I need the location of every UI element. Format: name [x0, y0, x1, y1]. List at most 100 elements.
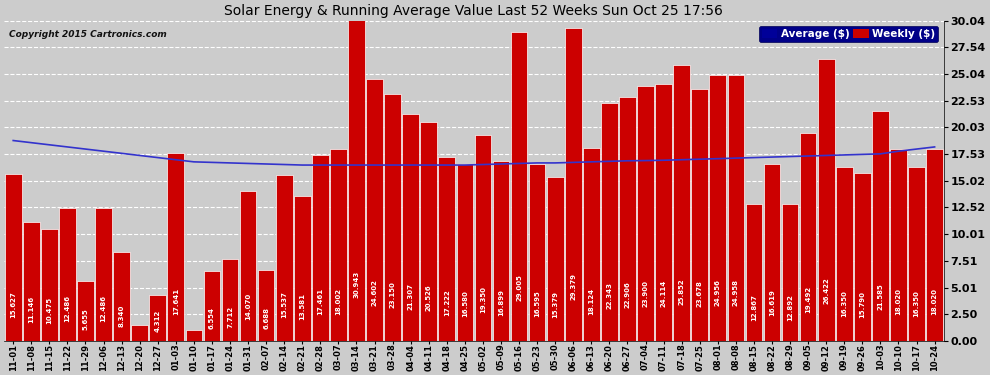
Text: 22.906: 22.906	[625, 282, 631, 308]
Bar	[5, 174, 22, 341]
Bar	[872, 111, 889, 341]
Text: 13.581: 13.581	[299, 293, 305, 320]
Text: 24.956: 24.956	[715, 279, 721, 306]
Bar	[23, 222, 40, 341]
Bar	[113, 252, 130, 341]
Text: 15.537: 15.537	[281, 291, 287, 318]
Bar	[546, 177, 563, 341]
Bar	[836, 166, 852, 341]
Text: 29.005: 29.005	[516, 274, 522, 301]
Bar	[529, 164, 545, 341]
Text: 15.627: 15.627	[10, 291, 16, 318]
Bar	[890, 149, 907, 341]
Title: Solar Energy & Running Average Value Last 52 Weeks Sun Oct 25 17:56: Solar Energy & Running Average Value Las…	[225, 4, 724, 18]
Text: 6.554: 6.554	[209, 308, 215, 329]
Bar	[456, 164, 473, 341]
Bar	[77, 280, 94, 341]
Bar	[728, 75, 744, 341]
Text: 7.712: 7.712	[227, 306, 233, 328]
Text: 11.146: 11.146	[29, 296, 35, 324]
Bar	[240, 191, 256, 341]
Bar	[638, 86, 653, 341]
Text: 16.619: 16.619	[769, 290, 775, 316]
Bar	[421, 122, 437, 341]
Bar	[927, 149, 942, 341]
Text: 12.892: 12.892	[787, 294, 793, 321]
Text: 18.124: 18.124	[588, 287, 594, 315]
Text: 16.580: 16.580	[462, 290, 468, 316]
Text: 23.900: 23.900	[643, 280, 648, 307]
Bar	[601, 103, 618, 341]
Bar	[402, 114, 419, 341]
Bar	[330, 149, 346, 341]
Text: 12.486: 12.486	[101, 295, 107, 322]
Text: 18.020: 18.020	[896, 288, 902, 315]
Text: 18.020: 18.020	[932, 288, 938, 315]
Bar	[745, 204, 762, 341]
Text: 26.422: 26.422	[824, 277, 830, 304]
Bar	[908, 166, 925, 341]
Bar	[818, 59, 835, 341]
Bar	[511, 32, 528, 341]
Text: 12.867: 12.867	[751, 294, 757, 321]
Text: 21.307: 21.307	[408, 284, 414, 310]
Text: 24.958: 24.958	[733, 279, 739, 306]
Text: 15.379: 15.379	[552, 291, 558, 318]
Bar	[854, 172, 870, 341]
Bar	[149, 295, 166, 341]
Bar	[763, 164, 780, 341]
Text: 16.350: 16.350	[914, 290, 920, 317]
Text: 18.002: 18.002	[336, 288, 342, 315]
Bar	[167, 153, 184, 341]
Text: 23.150: 23.150	[390, 281, 396, 308]
Bar	[565, 28, 581, 341]
Bar	[257, 270, 274, 341]
Bar	[204, 271, 220, 341]
Text: 8.340: 8.340	[119, 305, 125, 327]
Bar	[312, 155, 329, 341]
Bar	[493, 161, 509, 341]
Text: 20.526: 20.526	[426, 285, 432, 312]
Bar	[782, 204, 798, 341]
Text: 22.343: 22.343	[607, 282, 613, 309]
Bar	[276, 176, 292, 341]
Bar	[619, 97, 636, 341]
Text: 29.379: 29.379	[570, 273, 576, 300]
Bar	[439, 158, 455, 341]
Bar	[222, 259, 239, 341]
Bar	[655, 84, 672, 341]
Text: 24.114: 24.114	[660, 280, 666, 307]
Bar	[474, 135, 491, 341]
Text: 30.943: 30.943	[353, 271, 359, 298]
Text: 17.222: 17.222	[444, 289, 449, 316]
Text: 16.350: 16.350	[842, 290, 847, 317]
Bar	[132, 325, 148, 341]
Text: 21.585: 21.585	[877, 284, 883, 310]
Text: 15.790: 15.790	[859, 291, 865, 318]
Text: 14.070: 14.070	[246, 292, 251, 320]
Bar	[185, 330, 202, 341]
Text: 19.492: 19.492	[805, 286, 811, 313]
Bar	[583, 148, 600, 341]
Text: Copyright 2015 Cartronics.com: Copyright 2015 Cartronics.com	[9, 30, 166, 39]
Bar	[95, 208, 112, 341]
Text: 19.350: 19.350	[480, 286, 486, 313]
Text: 25.852: 25.852	[679, 278, 685, 304]
Text: 5.655: 5.655	[82, 309, 88, 330]
Bar	[710, 75, 726, 341]
Text: 23.678: 23.678	[697, 280, 703, 308]
Bar	[384, 94, 401, 341]
Text: 16.595: 16.595	[535, 290, 541, 316]
Bar	[294, 196, 311, 341]
Bar	[800, 133, 817, 341]
Text: 17.641: 17.641	[173, 288, 179, 315]
Text: 24.602: 24.602	[371, 279, 377, 306]
Text: 17.461: 17.461	[318, 288, 324, 315]
Text: 4.312: 4.312	[154, 310, 160, 332]
Bar	[691, 88, 708, 341]
Bar	[59, 208, 75, 341]
Text: 6.688: 6.688	[263, 307, 269, 329]
Legend: Average ($), Weekly ($): Average ($), Weekly ($)	[758, 26, 939, 42]
Text: 16.899: 16.899	[498, 289, 504, 316]
Bar	[348, 11, 364, 341]
